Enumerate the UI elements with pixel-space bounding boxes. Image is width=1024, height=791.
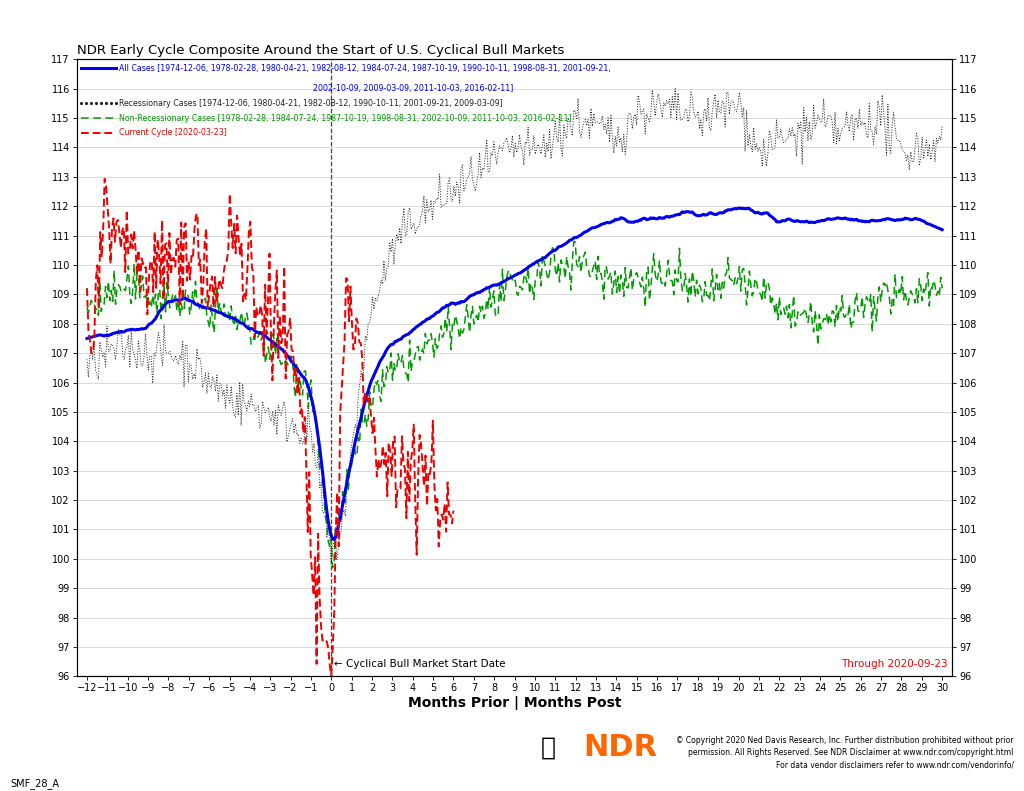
Text: All Cases [1974-12-06, 1978-02-28, 1980-04-21, 1982-08-12, 1984-07-24, 1987-10-1: All Cases [1974-12-06, 1978-02-28, 1980-…	[119, 63, 610, 73]
Text: Non-Recessionary Cases [1978-02-28, 1984-07-24, 1987-10-19, 1998-08-31, 2002-10-: Non-Recessionary Cases [1978-02-28, 1984…	[119, 114, 571, 123]
Text: NDR Early Cycle Composite Around the Start of U.S. Cyclical Bull Markets: NDR Early Cycle Composite Around the Sta…	[77, 44, 564, 57]
X-axis label: Months Prior | Months Post: Months Prior | Months Post	[408, 696, 622, 710]
Text: ← Cyclical Bull Market Start Date: ← Cyclical Bull Market Start Date	[334, 659, 506, 669]
Text: Through 2020-09-23: Through 2020-09-23	[842, 659, 948, 669]
Text: SMF_28_A: SMF_28_A	[10, 778, 59, 789]
Text: Recessionary Cases [1974-12-06, 1980-04-21, 1982-08-12, 1990-10-11, 2001-09-21, : Recessionary Cases [1974-12-06, 1980-04-…	[119, 99, 503, 108]
Text: NDR: NDR	[584, 733, 657, 762]
Text: © Copyright 2020 Ned Davis Research, Inc. Further distribution prohibited withou: © Copyright 2020 Ned Davis Research, Inc…	[676, 736, 1014, 770]
Text: Current Cycle [2020-03-23]: Current Cycle [2020-03-23]	[119, 128, 226, 138]
Text: 🦬: 🦬	[541, 736, 555, 759]
Text: 2002-10-09, 2009-03-09, 2011-10-03, 2016-02-11]: 2002-10-09, 2009-03-09, 2011-10-03, 2016…	[313, 84, 513, 93]
